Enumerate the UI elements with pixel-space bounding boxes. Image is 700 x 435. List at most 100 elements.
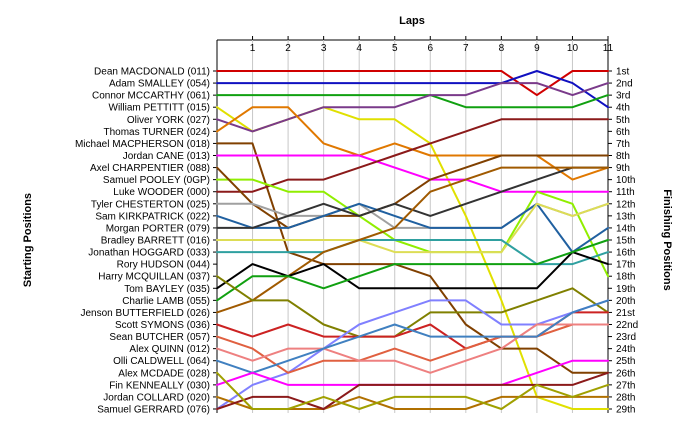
finishing-position-label: 8th [616,151,630,162]
series-line-18 [216,251,609,290]
series-line-2 [216,70,609,109]
starting-position-label: Alex MCDADE (028) [118,368,210,379]
finishing-position-label: 6th [616,127,630,138]
starting-position-label: Jonathan HOGGARD (033) [88,248,210,259]
series-line-28 [216,371,609,410]
starting-position-label: Olli CALDWELL (064) [113,356,210,367]
series-line-23 [216,323,609,374]
starting-position-label: Alex QUINN (012) [129,344,210,355]
finishing-position-label: 29th [616,405,635,416]
finishing-position-label: 27th [616,380,635,391]
x-tick-label: 8 [499,43,505,54]
starting-position-label: Jordan COLLARD (020) [103,392,210,403]
x-tick-label: 2 [285,43,291,54]
starting-position-label: William PETTITT (015) [109,103,211,114]
series-line-8 [216,154,609,193]
starting-position-label: Thomas TURNER (024) [103,127,210,138]
starting-position-label: Jordan CANE (013) [123,151,210,162]
series-line-5 [216,82,609,133]
gridlines [213,36,612,413]
finishing-position-label: 1st [616,67,630,78]
finishing-position-label: 28th [616,392,635,403]
series-line-15 [216,202,609,254]
starting-position-label: Luke WOODER (000) [113,187,210,198]
starting-position-label: Oliver YORK (027) [127,115,210,126]
series-line-27 [216,395,609,410]
finishing-position-label: 5th [616,115,630,126]
series-line-24 [216,323,609,374]
series-line-3 [216,94,609,109]
finishing-position-label: 20th [616,296,635,307]
series-lines [216,70,609,410]
finishing-position-label: 16th [616,248,635,259]
series-line-9 [216,118,609,193]
starting-position-label: Tyler CHESTERTON (025) [91,199,210,210]
finishing-position-label: 21st [616,308,635,319]
y-left-axis-title: Starting Positions [22,193,34,287]
x-tick-label: 11 [603,43,614,54]
finishing-position-label: 15th [616,236,635,247]
series-line-25 [216,299,609,374]
finishing-position-labels: 1st2nd3rd4th5th6th7th8th9th10th11th12th1… [616,67,638,416]
starting-position-label: Rory HUDSON (044) [117,260,210,271]
finishing-position-label: 13th [616,211,635,222]
starting-position-label: Fin KENNEALLY (030) [109,380,210,391]
x-tick-label: 6 [427,43,433,54]
series-line-17 [216,166,609,314]
x-tick-label: 3 [321,43,327,54]
series-line-19 [216,239,609,302]
series-line-13 [216,202,609,254]
x-tick-label: 7 [463,43,469,54]
x-tick-label: 4 [356,43,362,54]
starting-position-label: Tom BAYLEY (035) [124,284,210,295]
series-line-6 [216,106,609,181]
x-tick-label: 9 [534,43,540,54]
finishing-position-label: 4th [616,103,630,114]
series-line-10 [216,178,609,278]
finishing-position-label: 18th [616,272,635,283]
starting-position-label: Dean MACDONALD (011) [94,67,210,78]
starting-position-label: Connor MCCARTHY (061) [92,91,210,102]
starting-position-label: Sean BUTCHER (057) [109,332,210,343]
y-right-axis-title: Finishing Positions [661,189,673,290]
series-line-16 [216,239,609,266]
starting-position-label: Michael MACPHERSON (018) [75,139,210,150]
finishing-position-label: 7th [616,139,630,150]
finishing-position-label: 23rd [616,332,636,343]
x-tick-label: 5 [392,43,398,54]
finishing-position-label: 9th [616,163,630,174]
starting-position-label: Charlie LAMB (055) [122,296,210,307]
finishing-position-label: 14th [616,223,635,234]
finishing-position-label: 12th [616,199,635,210]
finishing-position-label: 2nd [616,79,633,90]
finishing-position-label: 19th [616,284,635,295]
finishing-position-label: 24th [616,344,635,355]
x-tick-label: 1 [250,43,256,54]
finishing-position-label: 17th [616,260,635,271]
finishing-position-label: 25th [616,356,635,367]
series-line-20 [216,275,609,338]
starting-position-label: Morgan PORTER (079) [106,223,210,234]
starting-position-label: Jenson BUTTERFIELD (026) [81,308,211,319]
x-axis-title: Laps [399,15,425,27]
starting-position-label: Axel CHARPENTIER (088) [90,163,210,174]
series-line-1 [216,70,609,97]
starting-position-label: Samuel GERRARD (076) [97,405,210,416]
x-tick-labels: 1 2 3 4 5 6 7 8 9 10 11 [250,43,614,54]
starting-position-label: Sam KIRKPATRICK (022) [95,211,210,222]
finishing-position-label: 22nd [616,320,638,331]
x-tick-label: 10 [567,43,579,54]
series-line-11 [216,154,609,229]
starting-position-label: Harry MCQUILLAN (037) [98,272,210,283]
series-line-29 [216,371,609,410]
starting-position-labels: Dean MACDONALD (011)Adam SMALLEY (054)Co… [75,67,210,416]
starting-position-label: Adam SMALLEY (054) [109,79,210,90]
finishing-position-label: 3rd [616,91,630,102]
finishing-position-label: 11th [616,187,635,198]
starting-position-label: Scott SYMONS (036) [115,320,210,331]
starting-position-label: Bradley BARRETT (016) [101,236,210,247]
starting-position-label: Samuel POOLEY (0GP) [103,175,210,186]
series-line-22 [216,299,609,410]
series-line-7 [216,142,609,374]
